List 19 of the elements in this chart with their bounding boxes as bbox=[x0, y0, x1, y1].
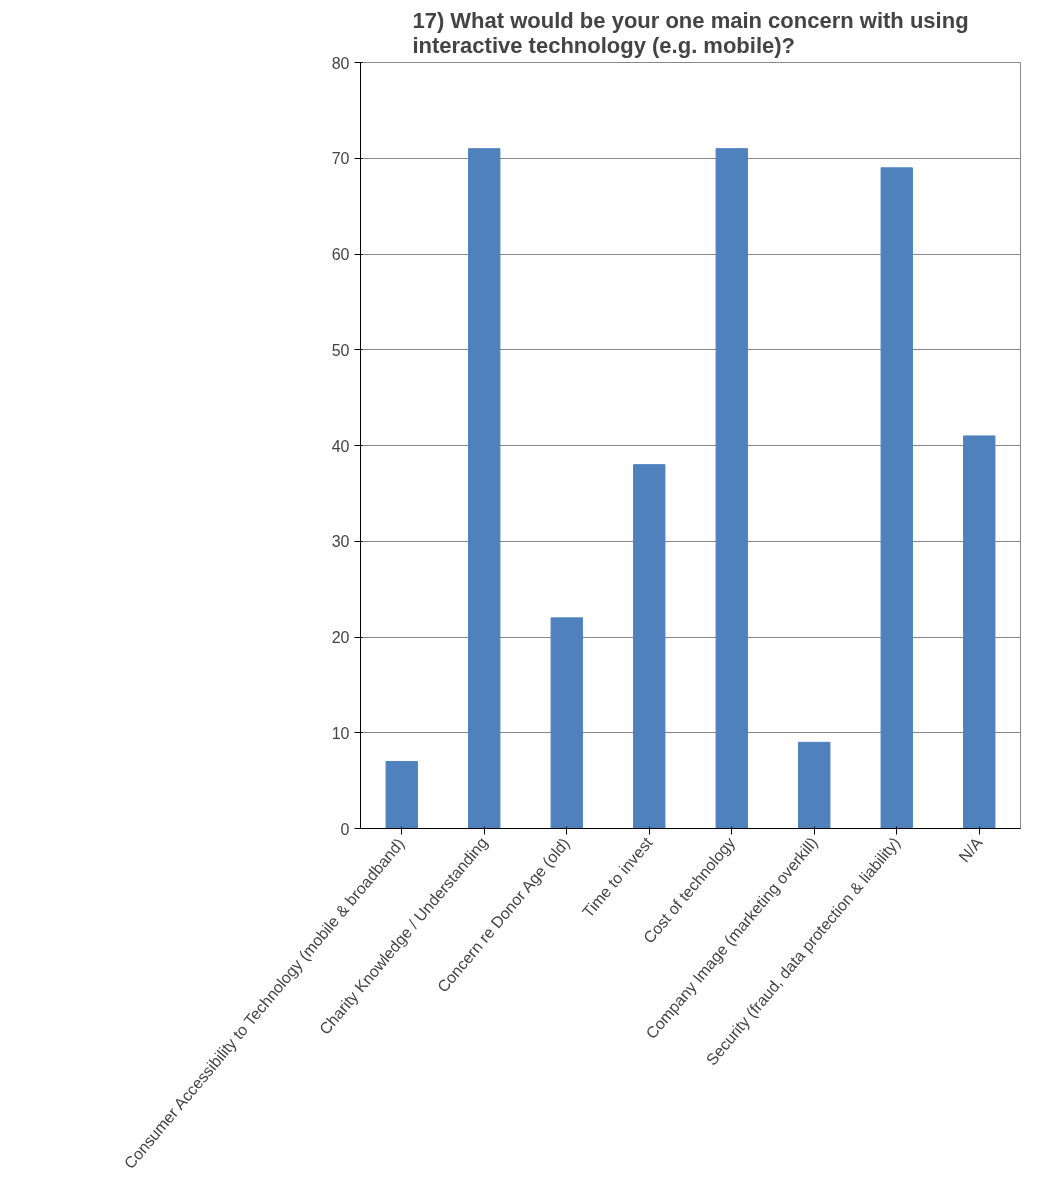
y-tick-label: 20 bbox=[331, 629, 350, 646]
chart-title: 17) What would be your one main concern with using interactive technology (e.g. mobile)? bbox=[412, 7, 969, 58]
y-tick-label: 40 bbox=[331, 437, 350, 455]
x-tick-label: N/A bbox=[955, 833, 986, 866]
y-tick-label: 70 bbox=[331, 150, 350, 168]
y-tick-label: 80 bbox=[331, 54, 350, 72]
y-tick-label: 30 bbox=[331, 533, 350, 551]
bar bbox=[798, 741, 831, 829]
bar bbox=[550, 617, 583, 829]
y-tick-label: 50 bbox=[331, 341, 350, 359]
y-tick-label: 0 bbox=[340, 820, 350, 838]
bar bbox=[385, 760, 418, 829]
bar bbox=[963, 435, 996, 829]
bar bbox=[715, 148, 748, 829]
bar bbox=[633, 464, 666, 829]
bar bbox=[880, 167, 913, 829]
y-tick-label: 60 bbox=[331, 246, 350, 263]
bar bbox=[468, 148, 501, 829]
y-tick-label: 10 bbox=[331, 724, 350, 742]
